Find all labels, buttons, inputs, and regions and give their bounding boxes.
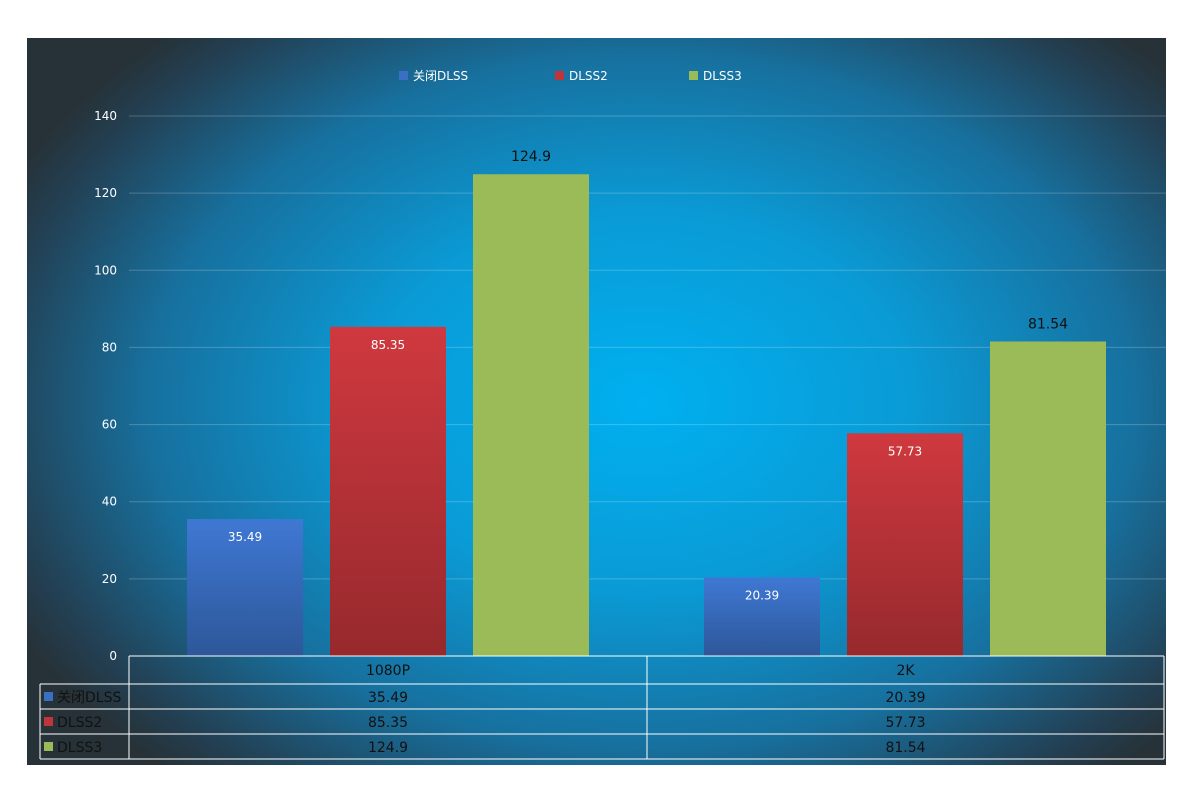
legend-label: 关闭DLSS bbox=[413, 69, 468, 83]
table-header-cell: 1080P bbox=[366, 663, 410, 679]
bar-dlss3-2k bbox=[990, 341, 1106, 656]
data-table: 1080P 2K 关闭DLSS 35.49 20.39 DLSS2 85.35 57.73 DL… bbox=[39, 655, 1165, 760]
bar-dlss2-1080p bbox=[330, 326, 446, 656]
table-cell: 20.39 bbox=[885, 690, 925, 706]
table-row-swatch bbox=[44, 717, 53, 726]
legend-label: DLSS3 bbox=[703, 69, 742, 83]
y-tick-label: 20 bbox=[102, 572, 117, 586]
chart-panel: 0 20 40 60 80 100 120 140 35.49 85.35 124.9 20.39 5… bbox=[27, 38, 1166, 765]
bars bbox=[187, 174, 1106, 656]
bar-dlss-2k bbox=[704, 577, 820, 656]
table-row-label: DLSS3 bbox=[57, 740, 102, 756]
y-tick-label: 140 bbox=[94, 109, 117, 123]
legend-swatch bbox=[555, 71, 564, 80]
data-label: 20.39 bbox=[745, 588, 779, 602]
legend-item-dlss: 关闭DLSS bbox=[399, 69, 468, 83]
data-label: 124.9 bbox=[511, 149, 551, 165]
table-cell: 35.49 bbox=[368, 690, 408, 706]
data-label: 57.73 bbox=[888, 444, 922, 458]
legend-swatch bbox=[689, 71, 698, 80]
table-row-swatch bbox=[44, 692, 53, 701]
table-row-label: 关闭DLSS bbox=[57, 690, 121, 706]
bar-dlss3-1080p bbox=[473, 174, 589, 656]
data-label: 81.54 bbox=[1028, 316, 1068, 332]
legend-label: DLSS2 bbox=[569, 69, 608, 83]
data-label: 85.35 bbox=[371, 338, 405, 352]
y-tick-label: 60 bbox=[102, 418, 117, 432]
y-tick-label: 80 bbox=[102, 340, 117, 354]
data-label: 35.49 bbox=[228, 530, 262, 544]
table-row-label: DLSS2 bbox=[57, 715, 102, 731]
table-cell: 57.73 bbox=[885, 715, 925, 731]
y-tick-label: 0 bbox=[109, 649, 117, 663]
y-tick-label: 40 bbox=[102, 495, 117, 509]
legend: 关闭DLSS DLSS2 DLSS3 bbox=[399, 69, 742, 83]
y-axis-ticks: 0 20 40 60 80 100 120 140 bbox=[94, 109, 117, 663]
y-tick-label: 100 bbox=[94, 263, 117, 277]
legend-item-dlss3: DLSS3 bbox=[689, 69, 742, 83]
y-tick-label: 120 bbox=[94, 186, 117, 200]
table-cell: 85.35 bbox=[368, 715, 408, 731]
bar-dlss-1080p bbox=[187, 519, 303, 656]
table-header-cell: 2K bbox=[896, 663, 915, 679]
data-labels: 35.49 85.35 124.9 20.39 57.73 81.54 bbox=[228, 149, 1068, 602]
bar-dlss2-2k bbox=[847, 433, 963, 656]
legend-swatch bbox=[399, 71, 408, 80]
table-cell: 81.54 bbox=[885, 740, 925, 756]
legend-item-dlss2: DLSS2 bbox=[555, 69, 608, 83]
gridlines bbox=[129, 115, 1166, 580]
table-cell: 124.9 bbox=[368, 740, 408, 756]
bar-chart: 0 20 40 60 80 100 120 140 35.49 85.35 124.9 20.39 5… bbox=[39, 69, 1166, 760]
table-row-swatch bbox=[44, 742, 53, 751]
